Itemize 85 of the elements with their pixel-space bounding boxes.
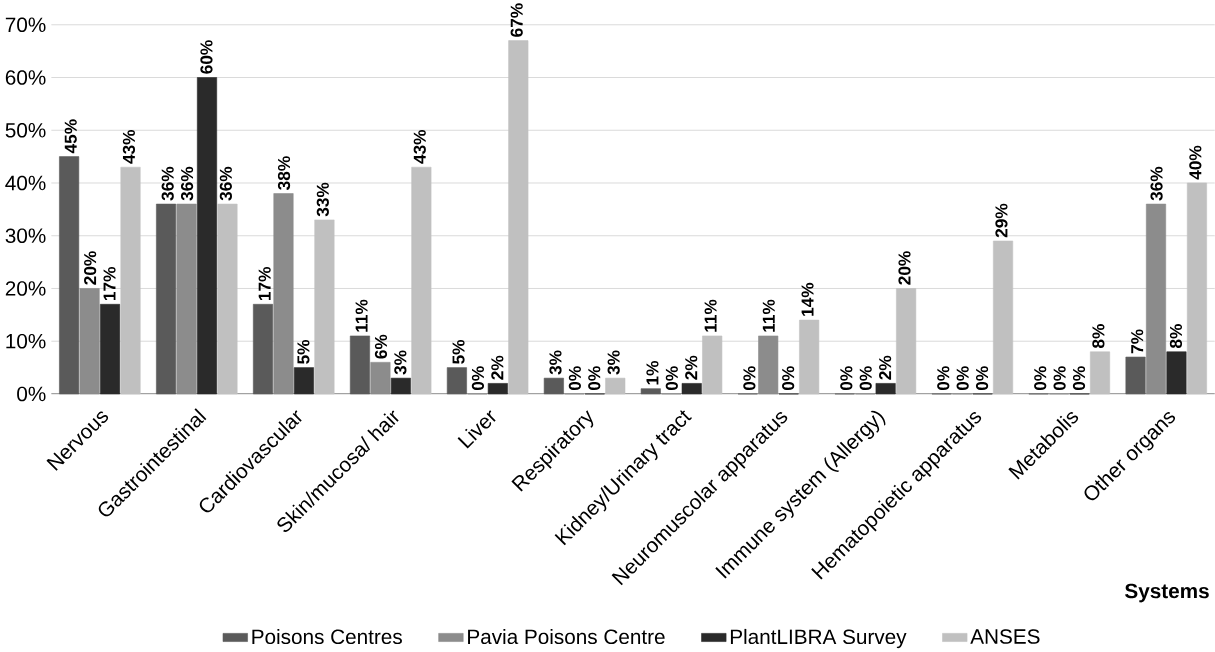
data-label: 29%	[995, 203, 1008, 238]
bar	[758, 335, 779, 395]
data-label: 0%	[840, 366, 853, 391]
data-label: 36%	[219, 166, 232, 201]
data-label: 36%	[1150, 166, 1163, 201]
data-label: 0%	[859, 366, 872, 391]
data-label: 0%	[1034, 366, 1047, 391]
bar	[253, 304, 274, 395]
data-label: 67%	[510, 3, 523, 37]
data-label: 3%	[607, 350, 620, 375]
y-tick-label: 30%	[5, 228, 46, 244]
data-label: 36%	[161, 166, 174, 201]
legend-label: Pavia Poisons Centre	[468, 629, 665, 645]
y-tick-label: 70%	[5, 17, 46, 33]
bar	[1089, 351, 1111, 395]
data-label: 45%	[64, 119, 77, 154]
bar	[1166, 351, 1187, 395]
data-label: 36%	[180, 166, 194, 201]
data-label: 43%	[122, 130, 136, 164]
data-label: 1%	[646, 361, 659, 385]
data-label: 2%	[491, 355, 504, 380]
data-label: 2%	[685, 355, 698, 380]
data-label: 8%	[1092, 324, 1105, 349]
data-label: 38%	[277, 156, 291, 191]
legend-label: ANSES	[970, 629, 1040, 644]
data-label: 0%	[568, 366, 581, 391]
bar	[176, 203, 197, 395]
bar	[1146, 203, 1167, 395]
bar	[349, 335, 370, 395]
y-tick-label: 10%	[6, 333, 46, 349]
data-label: 0%	[588, 366, 601, 391]
bar	[370, 362, 391, 395]
data-label: 20%	[84, 251, 97, 285]
data-label: 0%	[471, 366, 485, 391]
data-label: 0%	[937, 366, 950, 391]
bar	[156, 203, 177, 395]
bar	[543, 377, 564, 395]
data-label: 0%	[956, 366, 969, 391]
data-label: 0%	[1053, 366, 1066, 391]
y-tick-label: 0%	[17, 386, 46, 402]
bar	[640, 388, 661, 395]
data-label: 0%	[665, 366, 678, 391]
data-label: 5%	[297, 340, 310, 364]
bar	[446, 367, 467, 395]
data-label: 7%	[1131, 329, 1144, 354]
data-label: 8%	[1169, 324, 1183, 349]
data-label: 33%	[316, 182, 329, 217]
bar	[681, 383, 702, 395]
data-label: 14%	[801, 282, 814, 316]
bar	[1125, 356, 1146, 395]
data-label: 11%	[762, 299, 775, 332]
data-label: 11%	[704, 299, 717, 332]
bar	[390, 377, 411, 395]
legend-label: Poisons Centres	[252, 629, 402, 645]
data-label: 17%	[103, 267, 116, 301]
data-label: 11%	[355, 299, 368, 332]
bar	[196, 77, 218, 395]
bar	[79, 288, 100, 395]
data-label: 5%	[452, 340, 465, 364]
bar	[59, 156, 80, 395]
data-label: 17%	[258, 267, 271, 301]
data-label: 0%	[1072, 366, 1086, 391]
data-label: 3%	[549, 350, 562, 375]
bar	[605, 377, 626, 395]
data-label: 43%	[413, 130, 426, 164]
data-label: 0%	[743, 366, 756, 391]
data-label: 6%	[374, 334, 388, 359]
bar	[273, 193, 294, 395]
x-axis-title: Systems	[1125, 583, 1209, 603]
data-label: 2%	[879, 355, 892, 380]
y-tick-label: 60%	[5, 70, 46, 85]
y-tick-label: 50%	[5, 123, 46, 138]
data-label: 0%	[975, 366, 989, 391]
y-tick-label: 20%	[5, 281, 46, 296]
data-label: 40%	[1189, 145, 1202, 180]
bar	[875, 383, 896, 395]
bar	[487, 383, 508, 395]
data-label: 3%	[394, 350, 407, 375]
y-tick-label: 40%	[5, 175, 46, 191]
data-label: 60%	[200, 40, 213, 74]
data-label: 20%	[898, 251, 911, 285]
legend-label: PlantLIBRA Survey	[730, 629, 907, 649]
data-label: 0%	[782, 366, 795, 391]
bar	[293, 367, 314, 395]
bar	[100, 304, 121, 395]
